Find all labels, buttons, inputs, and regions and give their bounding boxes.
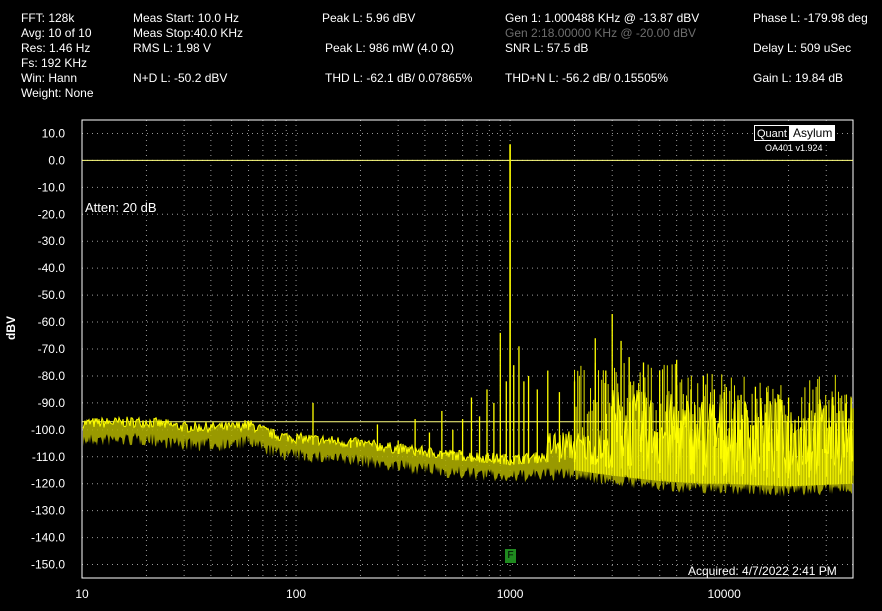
x-tick-label: 10000 <box>707 587 741 601</box>
y-axis-label: dBV <box>4 316 18 340</box>
peak-power: Peak L: 986 mW (4.0 Ω) <box>325 41 455 55</box>
sample-rate: Fs: 192 KHz <box>21 56 88 70</box>
logo-quant: Quant <box>754 125 790 141</box>
y-axis: 10.0 0.0 -10.0 -20.0 -30.0 -40.0 -50.0 -60.0 -70… <box>31 126 65 571</box>
meas-start: Meas Start: 10.0 Hz <box>133 11 240 25</box>
peak-dbv: Peak L: 5.96 dBV <box>322 11 416 25</box>
grid <box>81 120 854 578</box>
weighting: Weight: None <box>21 86 94 100</box>
y-tick-label: -120.0 <box>31 477 65 491</box>
plot-frame <box>81 119 854 579</box>
x-axis: 10 100 1000 10000 <box>75 587 741 601</box>
fundamental-marker[interactable]: F <box>505 549 516 563</box>
rms-level: RMS L: 1.98 V <box>133 41 212 55</box>
resolution: Res: 1.46 Hz <box>21 41 91 55</box>
window-type: Win: Hann <box>21 71 78 85</box>
y-tick-label: -50.0 <box>38 288 66 302</box>
gain: Gain L: 19.84 dB <box>753 71 844 85</box>
fft-size: FFT: 128k <box>21 11 75 25</box>
phase: Phase L: -179.98 deg <box>753 11 868 25</box>
quantasylum-logo: Quant Asylum <box>754 125 837 141</box>
plot-border <box>81 119 854 579</box>
y-tick-label: -140.0 <box>31 531 65 545</box>
y-tick-label: -20.0 <box>38 207 66 221</box>
version-label: OA401 v1.924 <box>765 143 823 153</box>
y-tick-label: 10.0 <box>42 126 66 140</box>
logo-asylum: Asylum <box>789 125 836 141</box>
delay: Delay L: 509 uSec <box>753 41 852 55</box>
y-tick-label: -150.0 <box>31 558 65 572</box>
avg-count: Avg: 10 of 10 <box>21 26 92 40</box>
x-tick-label: 100 <box>286 587 306 601</box>
y-tick-label: -130.0 <box>31 504 65 518</box>
snr: SNR L: 57.5 dB <box>505 41 589 55</box>
y-tick-label: -10.0 <box>38 180 66 194</box>
acquired-timestamp: Acquired: 4/7/2022 2:41 PM <box>688 564 837 578</box>
y-tick-label: -70.0 <box>38 342 66 356</box>
meas-stop: Meas Stop:40.0 KHz <box>133 26 244 40</box>
attenuation-label: Atten: 20 dB <box>85 200 157 215</box>
thd: THD L: -62.1 dB/ 0.07865% <box>325 71 473 85</box>
x-tick-label: 10 <box>75 587 89 601</box>
gen2: Gen 2:18.00000 KHz @ -20.00 dBV <box>505 26 696 40</box>
thd-n: THD+N L: -56.2 dB/ 0.15505% <box>505 71 669 85</box>
reference-lines <box>82 159 853 423</box>
spectrum-trace[interactable] <box>82 144 854 497</box>
noise-distortion: N+D L: -50.2 dBV <box>133 71 228 85</box>
x-tick-label: 1000 <box>497 587 524 601</box>
gen1: Gen 1: 1.000488 KHz @ -13.87 dBV <box>505 11 700 25</box>
noise-band <box>83 390 852 497</box>
y-tick-label: -90.0 <box>38 396 66 410</box>
y-tick-label: -110.0 <box>32 450 65 464</box>
y-tick-label: -30.0 <box>38 234 66 248</box>
y-tick-label: 0.0 <box>48 153 65 167</box>
y-tick-label: -100.0 <box>31 423 65 437</box>
y-tick-label: -40.0 <box>38 261 66 275</box>
y-tick-label: -80.0 <box>38 369 66 383</box>
y-tick-label: -60.0 <box>38 315 66 329</box>
